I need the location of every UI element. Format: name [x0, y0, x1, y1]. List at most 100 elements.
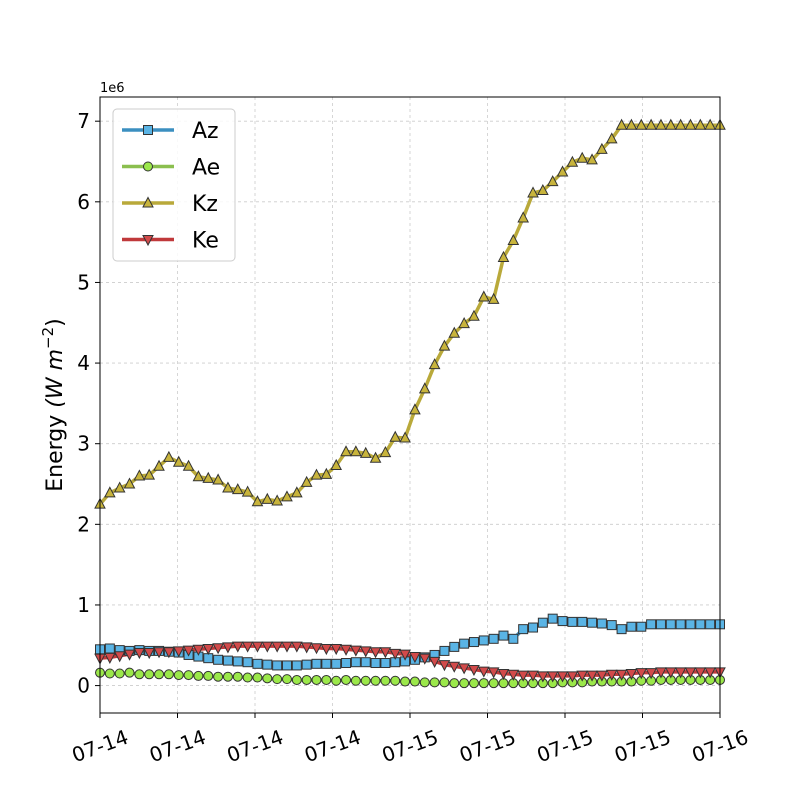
- marker-ae: [488, 678, 499, 689]
- marker-ke: [684, 667, 697, 679]
- marker-ae: [242, 672, 253, 683]
- marker-ae: [203, 670, 214, 681]
- marker-ke: [222, 642, 234, 654]
- marker-kz: [655, 118, 667, 130]
- y-tick-label: 7: [77, 109, 90, 133]
- marker-kz: [438, 339, 451, 351]
- legend-label-ke: Ke: [192, 229, 219, 254]
- marker-kz: [350, 445, 362, 457]
- marker-ae: [331, 675, 342, 686]
- marker-ke: [153, 647, 165, 659]
- marker-kz: [546, 175, 559, 187]
- marker-ke: [290, 641, 303, 653]
- marker-az: [596, 618, 607, 629]
- marker-kz: [113, 481, 126, 493]
- marker-ke: [202, 643, 215, 656]
- marker-kz: [615, 118, 628, 130]
- marker-az: [675, 619, 686, 630]
- marker-ke: [143, 648, 156, 660]
- marker-az: [567, 616, 578, 627]
- marker-ae: [380, 675, 391, 686]
- marker-az: [705, 619, 716, 630]
- legend-marker-ke: [142, 235, 154, 247]
- marker-kz: [212, 473, 224, 485]
- marker-az: [213, 654, 224, 665]
- marker-az: [518, 624, 529, 635]
- marker-ae: [390, 675, 401, 686]
- marker-kz: [192, 470, 205, 482]
- legend-marker-kz: [142, 196, 154, 208]
- y-axis: 0 1 2 3 4 5 6 7: [77, 109, 100, 698]
- marker-ae: [281, 674, 292, 685]
- marker-kz: [537, 183, 549, 196]
- marker-ke: [468, 664, 480, 677]
- marker-az: [439, 645, 450, 656]
- marker-ae: [468, 678, 479, 689]
- marker-az: [449, 641, 460, 652]
- legend-marker-ae: [143, 161, 153, 172]
- marker-az: [252, 658, 263, 669]
- x-tick-label: 07-14: [224, 725, 287, 767]
- marker-ke: [487, 667, 500, 679]
- marker-az: [222, 655, 233, 666]
- marker-az: [291, 660, 302, 671]
- marker-kz: [143, 468, 156, 480]
- marker-ae: [341, 674, 352, 685]
- x-tick-label: 07-16: [689, 725, 752, 767]
- marker-kz: [586, 153, 598, 165]
- marker-kz: [645, 118, 657, 130]
- marker-az: [281, 660, 292, 671]
- marker-ae: [144, 669, 155, 680]
- y-tick-label: 2: [77, 512, 90, 536]
- marker-kz: [674, 118, 687, 130]
- legend-box: [112, 108, 236, 262]
- series-line-kz: [98, 123, 720, 506]
- marker-az: [360, 657, 371, 668]
- marker-kz: [330, 458, 343, 470]
- y-tick-label: 3: [77, 432, 90, 456]
- marker-az: [341, 658, 352, 669]
- marker-ae: [134, 669, 145, 680]
- marker-ae: [370, 675, 381, 686]
- marker-ae: [311, 674, 322, 685]
- marker-ke: [113, 651, 126, 663]
- marker-az: [104, 643, 115, 654]
- marker-az: [380, 658, 391, 669]
- marker-kz: [251, 495, 264, 507]
- marker-ke: [271, 641, 283, 653]
- marker-ke: [399, 649, 411, 661]
- marker-ae: [262, 673, 273, 684]
- marker-ae: [163, 669, 174, 680]
- marker-kz: [468, 309, 480, 321]
- marker-ae: [222, 671, 233, 682]
- x-tick-label: 07-15: [456, 725, 519, 767]
- marker-az: [626, 621, 637, 632]
- marker-ke: [192, 644, 205, 656]
- marker-az: [321, 658, 332, 669]
- marker-ke: [458, 663, 470, 675]
- marker-kz: [704, 118, 716, 130]
- marker-ke: [438, 660, 451, 672]
- marker-az: [606, 620, 617, 631]
- marker-kz: [340, 445, 352, 457]
- marker-ke: [694, 667, 707, 679]
- marker-ke: [546, 671, 559, 683]
- marker-ke: [379, 647, 392, 659]
- marker-ae: [478, 678, 489, 689]
- marker-az: [547, 613, 558, 624]
- marker-kz: [261, 492, 274, 504]
- marker-ke: [340, 644, 352, 656]
- marker-az: [577, 616, 588, 627]
- marker-ae: [173, 670, 184, 681]
- marker-ae: [213, 671, 224, 682]
- marker-ke: [350, 645, 362, 657]
- marker-ke: [369, 647, 382, 659]
- marker-az: [488, 633, 499, 644]
- marker-kz: [222, 481, 234, 493]
- marker-ke: [300, 642, 313, 654]
- legend-label-ae: Ae: [192, 156, 220, 181]
- marker-ke: [507, 669, 520, 681]
- marker-ke: [566, 671, 579, 683]
- marker-kz: [241, 485, 254, 497]
